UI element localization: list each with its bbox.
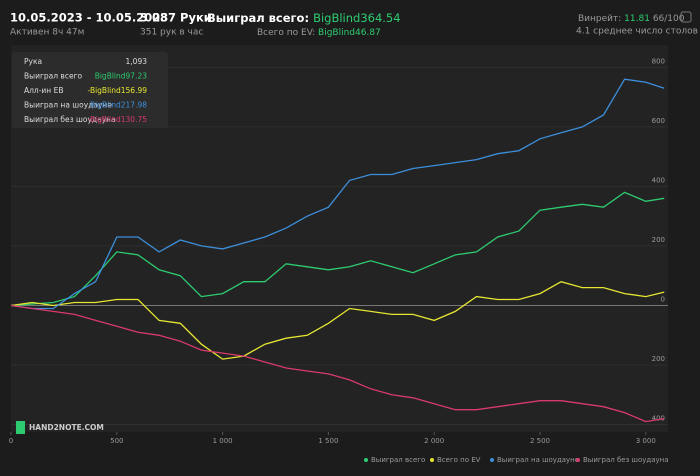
legend-marker <box>364 458 368 462</box>
tooltip-value: BigBlind97.23 <box>95 72 148 81</box>
legend-marker <box>490 458 494 462</box>
tooltip-label: Выиграл всего <box>24 72 83 81</box>
logo-icon <box>16 421 25 434</box>
tooltip-label: Рука <box>24 57 42 66</box>
ev-value: BigBlind46.87 <box>318 28 381 38</box>
series-line <box>10 191 665 307</box>
winrate-value: 11.81 <box>624 14 650 24</box>
settings-button[interactable] <box>680 11 692 23</box>
series-line <box>10 304 665 423</box>
x-tick-label: 2 500 <box>530 437 550 445</box>
won-summary: Выиграл всего: BigBlind364.54 <box>207 11 401 25</box>
tooltip-value: -BigBlind130.75 <box>88 115 148 124</box>
series-line <box>10 281 665 360</box>
y-tick-label: 200 <box>652 236 665 244</box>
y-tick-label: 400 <box>652 176 665 184</box>
legend-marker <box>430 458 434 462</box>
tooltip-box <box>12 52 168 128</box>
x-tick-label: 1 000 <box>213 437 233 445</box>
legend-marker <box>576 458 580 462</box>
ev-summary: Всего по EV: BigBlind46.87 <box>257 28 381 38</box>
logo: HAND2NOTE.COM <box>29 423 104 432</box>
hands-per-hour: 351 рук в час <box>140 28 203 38</box>
x-tick-label: 2 000 <box>424 437 444 445</box>
winrate: Винрейт: 11.81 66/100 <box>578 14 685 24</box>
y-tick-label: 200 <box>652 355 665 363</box>
tooltip-label: Алл-ин EB <box>24 86 63 95</box>
tooltip-value: BigBlind217.98 <box>90 101 147 110</box>
tooltip-value: -BigBlind156.99 <box>88 86 148 95</box>
won-label: Выиграл всего: <box>207 11 309 25</box>
winrate-label: Винрейт: <box>578 14 621 24</box>
x-tick-label: 500 <box>110 437 123 445</box>
tooltip-value: 1,093 <box>126 57 148 66</box>
winrate-unit: 66/100 <box>653 14 685 24</box>
tooltip-label: Выиграл без шоудауна <box>24 115 116 124</box>
plot: 400 200 0 200 400 600 800 0 500 1 000 1 500 2 000 2 … <box>9 57 668 445</box>
ev-label: Всего по EV: <box>257 28 315 38</box>
legend-label[interactable]: Всего по EV <box>437 456 481 464</box>
x-tick-label: 0 <box>9 437 13 445</box>
y-tick-label: 800 <box>652 57 665 65</box>
series-line <box>10 78 665 310</box>
y-tick-label: 0 <box>661 295 665 303</box>
active-time: Активен 8ч 47м <box>10 28 84 38</box>
won-value: BigBlind364.54 <box>313 11 401 25</box>
tooltip-label: Выиграл на шоудауне <box>24 101 112 110</box>
hands: 3 087 Руки <box>140 11 212 25</box>
legend-label[interactable]: Выиграл на шоудауне <box>497 456 579 464</box>
x-tick-label: 3 000 <box>636 437 656 445</box>
x-tick-label: 1 500 <box>318 437 338 445</box>
date-range: 10.05.2023 - 10.05.2023 <box>10 11 168 25</box>
tables: 4.1 среднее число столов <box>576 27 698 37</box>
legend-label[interactable]: Выиграл всего <box>371 456 425 464</box>
legend-label[interactable]: Выиграл без шоудауна <box>583 456 669 464</box>
y-tick-label: 400 <box>652 415 665 423</box>
tooltip: Рука 1,093 Выиграл всего BigBlind97.23 Алл-и… <box>12 52 168 128</box>
y-tick-label: 600 <box>652 117 665 125</box>
